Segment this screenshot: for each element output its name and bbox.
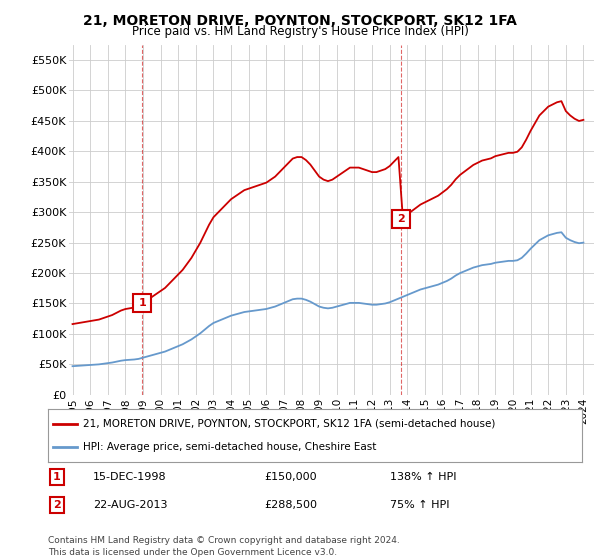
Text: HPI: Average price, semi-detached house, Cheshire East: HPI: Average price, semi-detached house,… — [83, 442, 376, 452]
Text: 75% ↑ HPI: 75% ↑ HPI — [390, 500, 449, 510]
Text: 15-DEC-1998: 15-DEC-1998 — [93, 472, 167, 482]
Text: £150,000: £150,000 — [264, 472, 317, 482]
Text: 21, MORETON DRIVE, POYNTON, STOCKPORT, SK12 1FA: 21, MORETON DRIVE, POYNTON, STOCKPORT, S… — [83, 14, 517, 28]
Text: 22-AUG-2013: 22-AUG-2013 — [93, 500, 167, 510]
Text: 2: 2 — [53, 500, 61, 510]
Text: £288,500: £288,500 — [264, 500, 317, 510]
Text: 1: 1 — [53, 472, 61, 482]
Text: 138% ↑ HPI: 138% ↑ HPI — [390, 472, 457, 482]
Text: 21, MORETON DRIVE, POYNTON, STOCKPORT, SK12 1FA (semi-detached house): 21, MORETON DRIVE, POYNTON, STOCKPORT, S… — [83, 419, 495, 429]
Text: 2: 2 — [397, 214, 405, 224]
Text: 1: 1 — [139, 298, 146, 309]
Text: Contains HM Land Registry data © Crown copyright and database right 2024.
This d: Contains HM Land Registry data © Crown c… — [48, 536, 400, 557]
Text: Price paid vs. HM Land Registry's House Price Index (HPI): Price paid vs. HM Land Registry's House … — [131, 25, 469, 38]
